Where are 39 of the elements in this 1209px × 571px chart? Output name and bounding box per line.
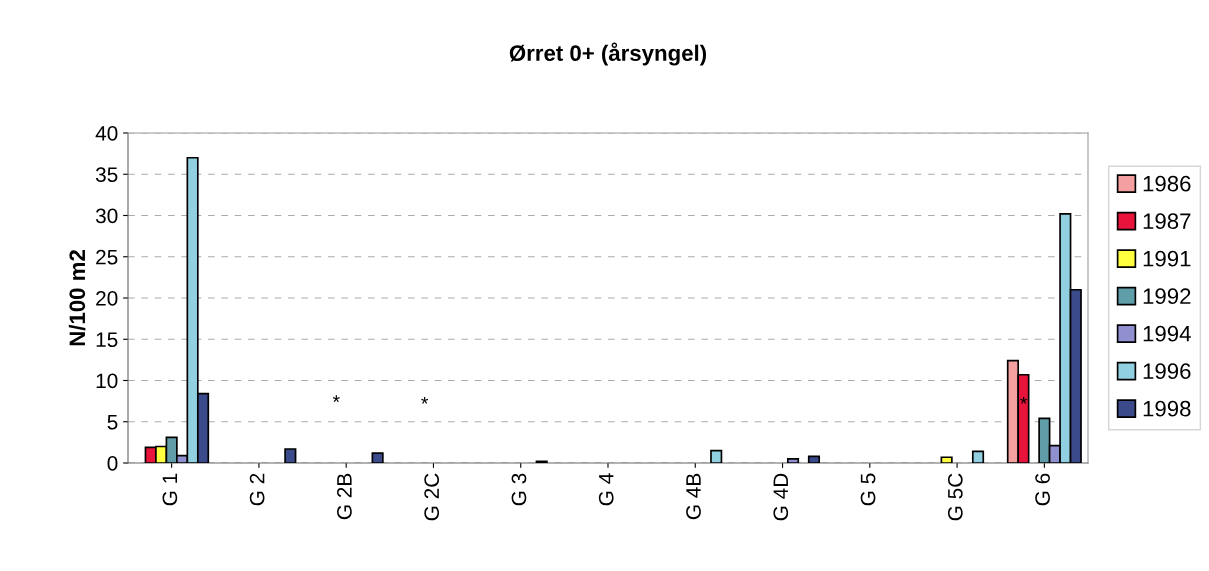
x-tick-label: G 2 (249, 473, 265, 506)
legend-label: 1987 (1143, 213, 1191, 230)
legend-label: 1996 (1143, 363, 1191, 380)
bar (284, 448, 297, 463)
y-tick-label: 35 (95, 167, 118, 182)
x-tick-label: G 1 (162, 473, 178, 506)
legend-label: 1991 (1143, 250, 1191, 267)
bar (371, 452, 384, 463)
x-tick-label: G 4D (773, 473, 789, 521)
x-tick-label: G 5C (947, 473, 963, 521)
annotation: * (332, 395, 340, 403)
x-tick-label: G 2B (337, 473, 352, 520)
y-tick-label: 25 (96, 249, 118, 265)
y-tick-label: 10 (96, 373, 118, 389)
legend-label: 1992 (1143, 288, 1191, 305)
x-tick-label: G 5 (860, 473, 876, 506)
legend-label: 1994 (1143, 325, 1191, 342)
y-tick-label: 40 (95, 126, 118, 141)
annotation: * (1020, 396, 1028, 404)
bar (940, 456, 953, 463)
y-tick-label: 20 (96, 291, 118, 306)
bar (786, 458, 800, 463)
x-tick-label: G 2C (424, 473, 440, 521)
y-tick-label: 0 (107, 456, 118, 471)
legend-label: 1986 (1143, 175, 1191, 192)
bar (710, 449, 723, 463)
bar (971, 450, 985, 463)
annotation: * (421, 396, 429, 404)
x-tick-label: G 4 (598, 473, 614, 506)
legend-label: 1998 (1143, 400, 1191, 417)
y-axis-title: N/100 m2 (68, 250, 86, 346)
y-tick-label: 30 (95, 208, 118, 224)
y-tick-label: 5 (107, 414, 118, 430)
chart-title: Ørret 0+ (årsyngel) (509, 42, 707, 66)
x-tick-label: G 6 (1035, 473, 1050, 506)
x-tick-label: G 3 (511, 473, 527, 506)
x-tick-label: G 4B (686, 473, 701, 520)
y-tick-label: 15 (96, 332, 118, 347)
bar (807, 455, 821, 463)
